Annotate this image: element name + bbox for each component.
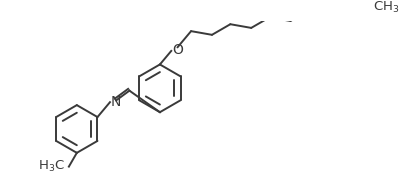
Text: CH$_3$: CH$_3$ bbox=[373, 0, 399, 15]
Text: O: O bbox=[172, 43, 183, 57]
Text: H$_3$C: H$_3$C bbox=[38, 159, 65, 174]
Text: N: N bbox=[111, 95, 121, 109]
